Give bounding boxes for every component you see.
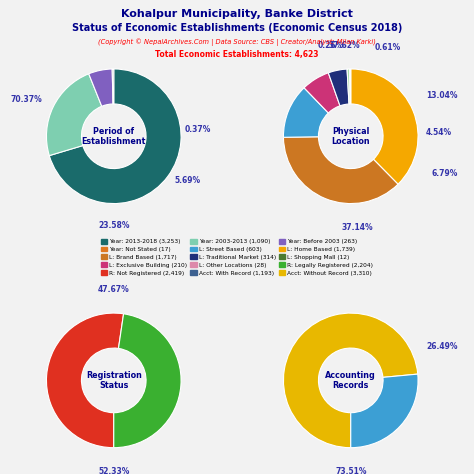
Text: 37.62%: 37.62% bbox=[328, 41, 360, 50]
Text: Physical
Location: Physical Location bbox=[331, 127, 370, 146]
Wedge shape bbox=[112, 69, 114, 104]
Wedge shape bbox=[350, 69, 351, 104]
Wedge shape bbox=[46, 313, 124, 447]
Text: Total Economic Establishments: 4,623: Total Economic Establishments: 4,623 bbox=[155, 50, 319, 59]
Text: Registration
Status: Registration Status bbox=[86, 371, 142, 390]
Wedge shape bbox=[347, 69, 350, 104]
Wedge shape bbox=[114, 314, 181, 447]
Text: 6.79%: 6.79% bbox=[432, 169, 458, 178]
Text: 26.49%: 26.49% bbox=[426, 342, 457, 351]
Wedge shape bbox=[283, 137, 398, 203]
Text: Status of Economic Establishments (Economic Census 2018): Status of Economic Establishments (Econo… bbox=[72, 23, 402, 33]
Text: 4.54%: 4.54% bbox=[425, 128, 451, 137]
Text: 47.67%: 47.67% bbox=[98, 285, 129, 294]
Text: 73.51%: 73.51% bbox=[335, 467, 366, 474]
Text: Kohalpur Municipality, Banke District: Kohalpur Municipality, Banke District bbox=[121, 9, 353, 18]
Wedge shape bbox=[351, 374, 418, 447]
Wedge shape bbox=[283, 313, 418, 447]
Wedge shape bbox=[304, 73, 340, 113]
Text: Period of
Establishment: Period of Establishment bbox=[82, 127, 146, 146]
Text: 52.33%: 52.33% bbox=[98, 467, 129, 474]
Text: 0.61%: 0.61% bbox=[374, 43, 401, 52]
Wedge shape bbox=[49, 69, 181, 203]
Wedge shape bbox=[89, 69, 113, 106]
Text: 13.04%: 13.04% bbox=[426, 91, 457, 100]
Text: 0.26%: 0.26% bbox=[318, 41, 344, 50]
Wedge shape bbox=[328, 69, 349, 106]
Text: 0.37%: 0.37% bbox=[185, 125, 211, 134]
Text: 37.14%: 37.14% bbox=[342, 223, 374, 232]
Text: 23.58%: 23.58% bbox=[98, 220, 129, 229]
Text: (Copyright © NepalArchives.Com | Data Source: CBS | Creator/Analyst: Milan Karki: (Copyright © NepalArchives.Com | Data So… bbox=[98, 38, 376, 46]
Wedge shape bbox=[351, 69, 418, 184]
Text: Accounting
Records: Accounting Records bbox=[325, 371, 376, 390]
Text: 70.37%: 70.37% bbox=[10, 95, 42, 104]
Legend: Year: 2013-2018 (3,253), Year: Not Stated (17), L: Brand Based (1,717), L: Exclu: Year: 2013-2018 (3,253), Year: Not State… bbox=[99, 237, 375, 278]
Text: 5.69%: 5.69% bbox=[175, 175, 201, 184]
Wedge shape bbox=[46, 74, 102, 155]
Wedge shape bbox=[283, 88, 328, 137]
